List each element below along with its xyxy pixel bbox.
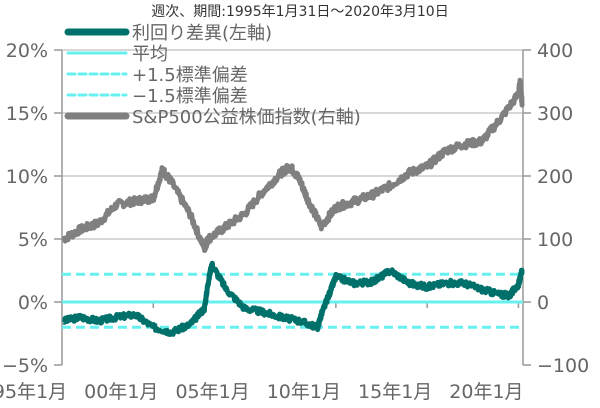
legend-item-label: 利回り差異(左軸) — [132, 23, 272, 44]
left-tick-label: −5% — [2, 355, 48, 377]
x-tick-label: 95年1月 — [0, 381, 67, 403]
legend: 利回り差異(左軸)平均+1.5標準偏差−1.5標準偏差S&P500公益株価指数(… — [64, 23, 361, 128]
legend-item-label: +1.5標準偏差 — [132, 65, 248, 86]
right-tick-label: −100 — [537, 355, 589, 377]
left-tick-label: 5% — [18, 229, 48, 251]
x-tick-label: 15年1月 — [358, 381, 432, 403]
x-tick-label: 10年1月 — [267, 381, 341, 403]
x-tick-label: 20年1月 — [449, 381, 523, 403]
x-axis: 95年1月 00年1月 05年1月 10年1月 15年1月 20年1月 — [0, 302, 524, 403]
right-axis: 400 300 200 100 0 −100 — [522, 40, 589, 377]
right-tick-label: 200 — [537, 166, 573, 188]
spread-line — [62, 260, 525, 337]
left-tick-label: 20% — [6, 40, 48, 62]
chart-title: 週次、期間:1995年1月31日～2020年3月10日 — [151, 4, 449, 20]
left-tick-label: 10% — [6, 166, 48, 188]
legend-item-label: S&P500公益株価指数(右軸) — [132, 107, 361, 128]
sp500-line — [61, 77, 525, 253]
left-axis: 20% 15% 10% 5% 0% −5% — [2, 40, 63, 377]
right-tick-label: 400 — [537, 40, 573, 62]
left-tick-label: 15% — [6, 103, 48, 125]
series-lines — [61, 77, 525, 337]
right-tick-label: 300 — [537, 103, 573, 125]
legend-item-label: −1.5標準偏差 — [132, 86, 248, 107]
x-tick-label: 00年1月 — [84, 381, 158, 403]
right-tick-label: 0 — [537, 292, 549, 314]
right-tick-label: 100 — [537, 229, 573, 251]
x-tick-label: 05年1月 — [175, 381, 249, 403]
legend-item-label: 平均 — [132, 44, 168, 65]
left-tick-label: 0% — [18, 292, 48, 314]
